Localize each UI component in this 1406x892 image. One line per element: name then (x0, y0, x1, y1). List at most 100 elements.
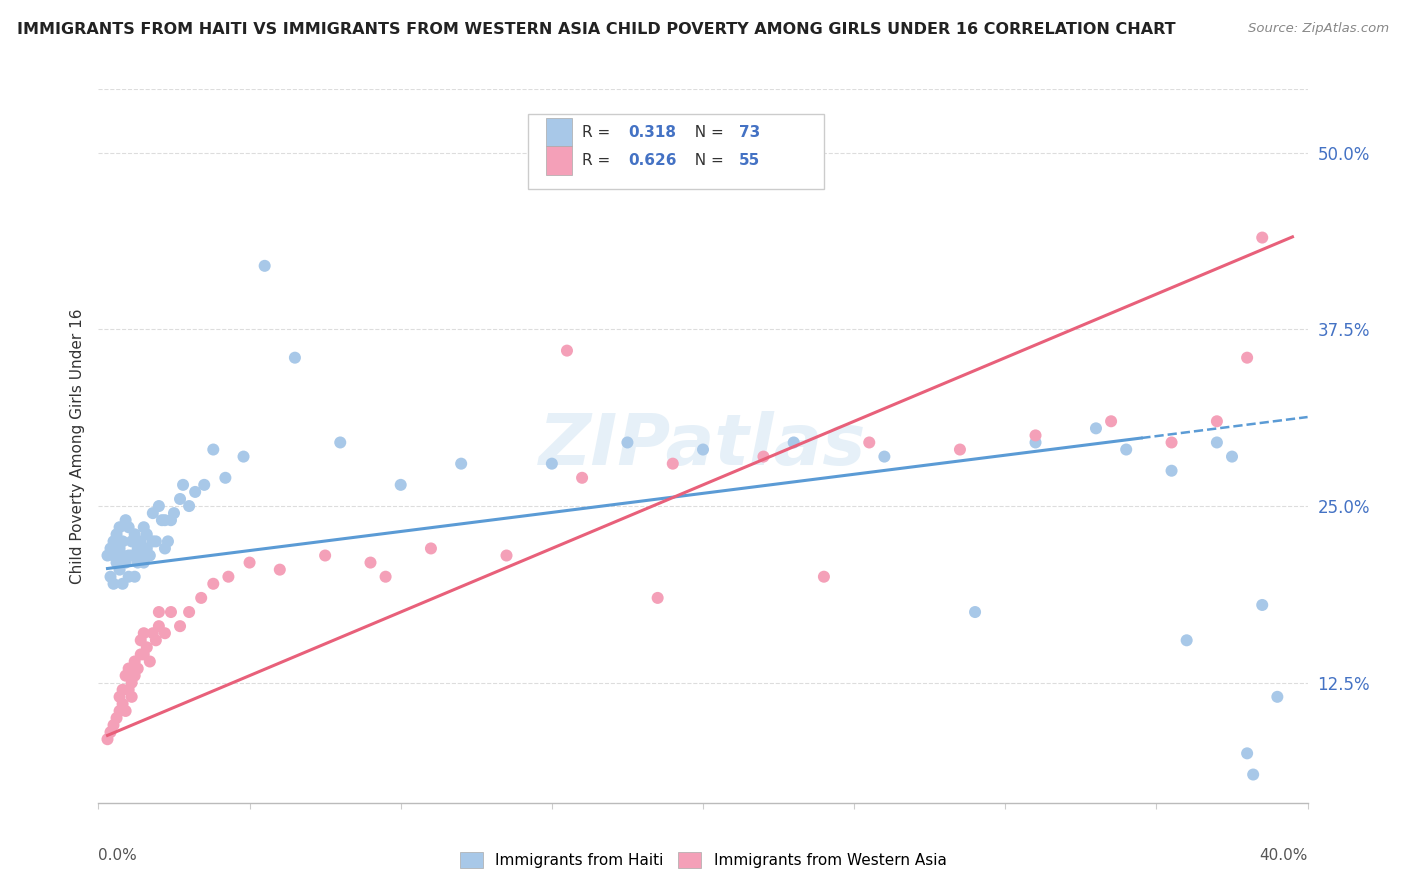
Point (124, 570, 146, 584)
Text: IMMIGRANTS FROM HAITI VS IMMIGRANTS FROM WESTERN ASIA CHILD POVERTY AMONG GIRLS : IMMIGRANTS FROM HAITI VS IMMIGRANTS FROM… (17, 22, 1175, 37)
Point (1236, 747, 1258, 761)
Point (105, 711, 128, 725)
Point (1024, 428, 1046, 442)
Point (108, 690, 131, 704)
Point (314, 549, 336, 563)
Point (142, 506, 165, 520)
Point (145, 633, 167, 648)
Point (153, 541, 176, 556)
Point (114, 704, 136, 718)
Point (142, 534, 165, 549)
Y-axis label: Child Poverty Among Girls Under 16: Child Poverty Among Girls Under 16 (69, 309, 84, 583)
Point (389, 478, 412, 492)
Point (253, 259, 276, 273)
Text: R =: R = (582, 125, 616, 139)
Point (692, 442, 714, 457)
Point (118, 520, 141, 534)
Point (100, 725, 122, 739)
Point (202, 576, 225, 591)
Point (148, 499, 170, 513)
Point (114, 513, 136, 527)
Point (1160, 435, 1182, 450)
Text: 73: 73 (740, 125, 761, 139)
Point (184, 484, 207, 499)
Text: N =: N = (685, 153, 728, 168)
Point (118, 662, 141, 676)
Point (1241, 767, 1264, 781)
Point (284, 351, 307, 365)
Point (103, 534, 125, 549)
FancyBboxPatch shape (527, 114, 824, 189)
Point (105, 556, 128, 570)
Point (232, 450, 254, 464)
Point (100, 570, 122, 584)
Point (114, 668, 136, 682)
Point (949, 442, 972, 457)
Point (1024, 435, 1046, 450)
Point (1251, 230, 1274, 244)
Point (103, 549, 125, 563)
Point (190, 591, 212, 605)
Point (139, 655, 162, 669)
Point (202, 442, 225, 457)
Point (153, 513, 176, 527)
Point (121, 549, 143, 563)
Point (148, 605, 170, 619)
Point (169, 619, 191, 633)
Point (118, 682, 141, 697)
Point (179, 499, 201, 513)
Point (105, 527, 128, 541)
Point (616, 435, 638, 450)
Point (135, 527, 157, 541)
Point (1206, 414, 1229, 428)
Point (540, 457, 562, 471)
Text: ZIPatlas: ZIPatlas (540, 411, 866, 481)
Point (127, 662, 149, 676)
Point (148, 619, 170, 633)
Point (124, 655, 146, 669)
Point (160, 605, 183, 619)
Point (118, 549, 141, 563)
Point (96, 549, 118, 563)
Point (103, 718, 125, 732)
Point (752, 450, 775, 464)
Point (239, 556, 262, 570)
Point (129, 549, 152, 563)
Point (1206, 435, 1229, 450)
Point (1115, 442, 1137, 457)
Point (965, 605, 987, 619)
Point (132, 556, 155, 570)
Point (135, 541, 157, 556)
Point (111, 576, 134, 591)
Point (132, 626, 155, 640)
Point (121, 534, 143, 549)
Point (111, 682, 134, 697)
Point (374, 570, 396, 584)
Point (661, 457, 683, 471)
Point (360, 556, 382, 570)
Point (873, 450, 896, 464)
Point (111, 549, 134, 563)
Text: 0.0%: 0.0% (98, 848, 138, 863)
Point (217, 570, 239, 584)
Point (813, 570, 835, 584)
Point (150, 513, 173, 527)
Point (1220, 450, 1243, 464)
FancyBboxPatch shape (546, 118, 572, 146)
Point (153, 626, 176, 640)
Point (142, 626, 165, 640)
FancyBboxPatch shape (546, 146, 572, 175)
Point (172, 478, 194, 492)
Point (1175, 633, 1198, 648)
Point (132, 648, 155, 662)
Point (121, 690, 143, 704)
Point (111, 697, 134, 711)
Point (108, 520, 131, 534)
Point (329, 435, 352, 450)
Point (571, 471, 593, 485)
Point (1099, 414, 1122, 428)
Point (103, 576, 125, 591)
Point (108, 541, 131, 556)
Text: 40.0%: 40.0% (1260, 848, 1308, 863)
Point (132, 520, 155, 534)
